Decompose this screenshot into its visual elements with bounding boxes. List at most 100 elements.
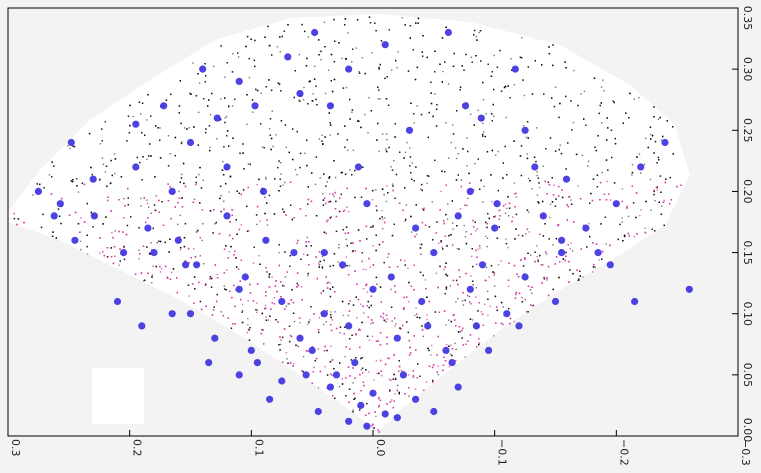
background-point bbox=[371, 319, 373, 321]
background-point bbox=[593, 263, 595, 266]
background-point bbox=[526, 311, 528, 313]
background-point bbox=[248, 230, 250, 232]
background-point bbox=[530, 254, 532, 256]
background-point bbox=[554, 263, 556, 265]
background-point bbox=[440, 240, 442, 242]
background-point bbox=[359, 240, 361, 242]
background-point bbox=[491, 113, 493, 115]
background-point bbox=[289, 334, 292, 337]
background-point bbox=[380, 370, 382, 372]
background-point bbox=[551, 177, 553, 179]
background-point bbox=[500, 322, 503, 325]
background-point bbox=[491, 120, 493, 122]
background-point bbox=[610, 199, 612, 201]
background-point bbox=[391, 234, 394, 237]
background-point bbox=[416, 233, 418, 235]
background-point bbox=[403, 157, 405, 159]
background-point bbox=[517, 234, 520, 236]
background-point bbox=[534, 60, 536, 62]
background-point bbox=[485, 235, 487, 238]
background-point bbox=[101, 140, 103, 142]
background-point bbox=[462, 344, 464, 346]
background-point bbox=[492, 271, 494, 273]
background-point bbox=[546, 279, 548, 281]
background-point bbox=[234, 323, 236, 325]
background-point bbox=[223, 208, 225, 211]
background-point bbox=[470, 275, 472, 277]
background-point bbox=[477, 109, 479, 112]
background-point bbox=[180, 142, 183, 145]
background-point bbox=[470, 233, 472, 235]
background-point bbox=[467, 340, 469, 342]
background-point bbox=[468, 172, 470, 175]
background-point bbox=[455, 157, 458, 160]
background-point bbox=[331, 374, 333, 377]
background-point bbox=[280, 120, 283, 122]
background-point bbox=[443, 220, 445, 222]
background-point bbox=[339, 362, 341, 364]
background-point bbox=[536, 174, 538, 177]
background-point bbox=[356, 317, 358, 319]
background-point bbox=[420, 253, 422, 255]
background-point bbox=[394, 325, 396, 327]
background-point bbox=[443, 171, 446, 173]
plot-area bbox=[8, 14, 693, 433]
background-point bbox=[322, 199, 325, 201]
background-point bbox=[406, 321, 408, 323]
background-point bbox=[459, 330, 462, 333]
background-point bbox=[375, 360, 378, 362]
background-point bbox=[205, 305, 207, 307]
background-point bbox=[256, 311, 258, 314]
background-point bbox=[147, 217, 149, 219]
background-point bbox=[434, 311, 437, 313]
background-point bbox=[50, 193, 53, 195]
background-point bbox=[234, 98, 236, 100]
background-point bbox=[114, 230, 116, 232]
background-point bbox=[327, 201, 330, 203]
background-point bbox=[552, 44, 554, 46]
background-point bbox=[392, 189, 394, 192]
background-point bbox=[650, 138, 652, 140]
background-point bbox=[320, 292, 322, 294]
background-point bbox=[344, 355, 346, 358]
background-point bbox=[452, 124, 454, 126]
background-point bbox=[250, 38, 252, 40]
background-point bbox=[387, 357, 389, 359]
background-point bbox=[446, 275, 449, 277]
background-point bbox=[164, 265, 167, 268]
background-point bbox=[391, 169, 394, 171]
background-point bbox=[149, 253, 151, 255]
background-point bbox=[129, 124, 131, 127]
background-point bbox=[465, 53, 467, 56]
background-point bbox=[220, 98, 222, 100]
background-point bbox=[199, 237, 201, 239]
background-point bbox=[198, 111, 200, 114]
background-point bbox=[538, 202, 540, 204]
background-point bbox=[542, 165, 544, 167]
background-point bbox=[159, 266, 161, 268]
background-point bbox=[509, 322, 511, 325]
background-point bbox=[60, 197, 63, 200]
background-point bbox=[586, 246, 588, 248]
background-point bbox=[264, 36, 266, 38]
background-point bbox=[598, 259, 600, 261]
background-point bbox=[391, 183, 394, 185]
background-point bbox=[527, 311, 529, 313]
background-point bbox=[505, 243, 508, 245]
background-point bbox=[496, 309, 498, 311]
background-point bbox=[449, 353, 452, 355]
background-point bbox=[379, 344, 382, 346]
background-point bbox=[329, 134, 331, 136]
background-point bbox=[419, 317, 421, 319]
background-point bbox=[426, 56, 428, 59]
background-point bbox=[485, 266, 488, 269]
background-point bbox=[147, 272, 149, 275]
background-point bbox=[402, 308, 405, 310]
background-point bbox=[568, 281, 570, 283]
background-point bbox=[428, 175, 430, 177]
background-point bbox=[213, 306, 215, 308]
background-point bbox=[396, 266, 399, 268]
background-point bbox=[382, 317, 384, 319]
background-point bbox=[141, 132, 143, 134]
background-point bbox=[515, 228, 517, 230]
